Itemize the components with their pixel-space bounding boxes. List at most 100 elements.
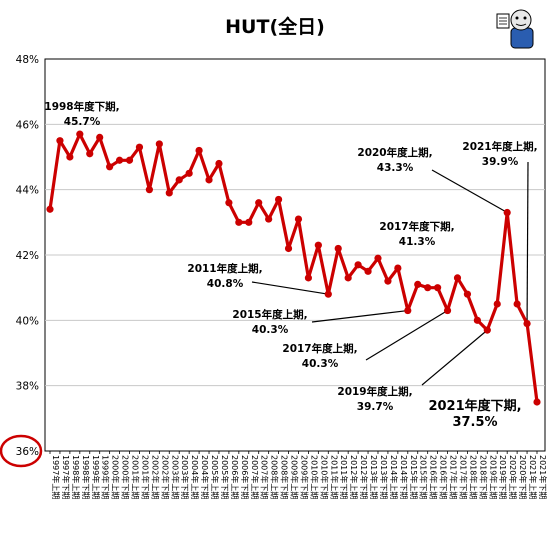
data-point	[394, 264, 402, 272]
x-tick-label: 2017年下期	[458, 455, 468, 499]
y-tick-label: 46%	[16, 119, 39, 131]
x-tick-label: 2005年下期	[220, 455, 230, 499]
data-point	[523, 320, 531, 328]
x-tick-label: 2011年上期	[329, 455, 339, 499]
chart-title: HUT(全日)	[225, 15, 325, 38]
x-tick-label: 2021年上期	[528, 455, 538, 499]
annotation-period-label: 2021年度下期,	[428, 398, 521, 414]
x-tick-label: 2002年下期	[160, 455, 170, 499]
x-tick-label: 2013年下期	[379, 455, 389, 499]
data-point	[235, 218, 243, 226]
data-point	[96, 133, 104, 141]
data-point	[145, 186, 153, 194]
x-tick-label: 2001年下期	[140, 455, 150, 499]
x-tick-label: 2003年下期	[180, 455, 190, 499]
data-point	[384, 277, 392, 285]
highlight-circle-36-percent	[0, 434, 43, 468]
x-tick-label: 2000年上期	[111, 455, 121, 499]
annotation-period-label: 2019年度上期,	[337, 385, 412, 398]
data-point	[473, 316, 481, 324]
x-tick-label: 2013年上期	[369, 455, 379, 499]
annotation-leader-line	[365, 310, 448, 361]
x-tick-label: 2017年上期	[449, 455, 459, 499]
data-point	[503, 208, 511, 217]
data-point	[314, 241, 322, 249]
x-tick-label: 1998年上期	[71, 455, 81, 499]
annotation-period-label: 2020年度上期,	[357, 146, 432, 159]
x-tick-label: 2021年下期	[538, 455, 548, 499]
annotation-period-label: 2021年度上期,	[462, 140, 537, 153]
annotation-leader-line	[421, 329, 488, 386]
data-point	[344, 274, 352, 282]
data-point	[215, 159, 223, 168]
data-point	[155, 140, 163, 148]
x-tick-label: 2008年上期	[270, 455, 280, 499]
data-point	[354, 261, 362, 269]
x-tick-label: 1999年下期	[101, 455, 111, 499]
annotation-value-label: 45.7%	[64, 116, 101, 128]
data-point	[115, 156, 124, 164]
data-point	[185, 169, 193, 177]
data-point	[76, 130, 84, 138]
x-tick-label: 2016年下期	[439, 455, 449, 499]
x-tick-label: 2007年上期	[250, 455, 260, 499]
annotation-period-label: 2017年度上期,	[282, 342, 357, 355]
data-point	[364, 267, 372, 275]
data-point	[66, 153, 74, 161]
x-tick-label: 1998年下期	[81, 455, 91, 499]
x-tick-label: 2003年上期	[170, 455, 180, 499]
mascot-icon	[496, 9, 534, 49]
data-point	[86, 150, 94, 158]
data-point	[165, 189, 173, 197]
data-point	[443, 306, 452, 315]
annotation-leader-line	[311, 309, 408, 323]
data-point	[334, 244, 342, 253]
x-tick-label: 2002年上期	[150, 455, 160, 499]
data-point	[46, 205, 54, 213]
annotation-value-label: 37.5%	[452, 415, 497, 430]
x-tick-label: 2019年上期	[488, 455, 498, 499]
data-point	[424, 284, 432, 292]
annotation-value-label: 40.3%	[252, 324, 289, 336]
x-tick-label: 2011年下期	[339, 455, 349, 499]
data-point	[374, 254, 382, 262]
x-tick-label: 2001年上期	[131, 455, 141, 499]
data-annotations: 1998年度下期, 45.7% 2011年度上期, 40.8% 2015年度上期, 40.…	[44, 100, 537, 430]
data-point	[225, 199, 233, 207]
annotation-value-label: 40.3%	[302, 358, 339, 370]
y-tick-label: 42%	[16, 250, 39, 262]
y-tick-label: 48%	[16, 54, 39, 66]
data-point	[265, 215, 273, 223]
data-point	[513, 300, 521, 308]
x-tick-label: 1997年上期	[51, 455, 61, 499]
annotation-value-label: 43.3%	[377, 162, 414, 174]
data-point	[453, 274, 462, 282]
x-tick-label: 2015年上期	[409, 455, 419, 499]
x-tick-label: 2008年下期	[280, 455, 290, 499]
x-tick-label: 2005年上期	[210, 455, 220, 499]
data-point	[175, 176, 183, 184]
data-point	[483, 326, 491, 334]
data-point	[434, 284, 442, 292]
x-tick-label: 2006年上期	[230, 455, 240, 499]
x-tick-label: 2000年下期	[121, 455, 131, 499]
annotation-value-label: 40.8%	[207, 278, 244, 290]
data-point	[304, 274, 313, 282]
annotation-period-label: 1998年度下期,	[44, 100, 119, 113]
data-point	[493, 300, 501, 308]
annotation-leader-line	[251, 281, 329, 295]
x-tick-label: 2007年下期	[260, 455, 270, 499]
x-tick-label: 2016年上期	[429, 455, 439, 499]
x-tick-label: 2014年上期	[389, 455, 399, 499]
y-tick-label: 38%	[16, 381, 39, 393]
data-point-markers	[46, 130, 541, 406]
x-tick-label: 2020年上期	[508, 455, 518, 499]
x-tick-label: 1999年上期	[91, 455, 101, 499]
data-point	[414, 280, 422, 288]
data-point	[324, 290, 332, 298]
data-point	[284, 244, 293, 253]
annotation-value-label: 41.3%	[399, 236, 436, 248]
data-point	[56, 137, 64, 145]
data-point	[125, 156, 134, 164]
